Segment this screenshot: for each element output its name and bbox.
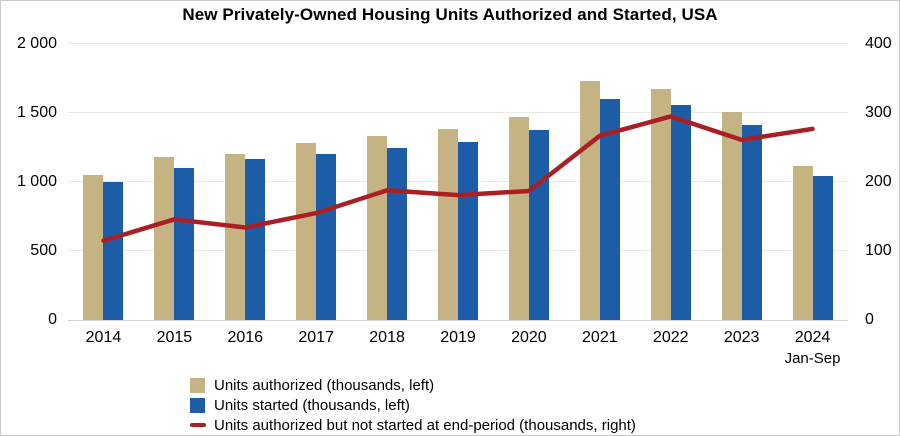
legend-item: Units authorized (thousands, left) bbox=[190, 375, 636, 395]
legend-swatch-line bbox=[190, 423, 206, 427]
left-axis-tick-label: 0 bbox=[48, 311, 57, 328]
x-axis-sublabel: Jan-Sep bbox=[784, 350, 841, 367]
line-path bbox=[101, 114, 815, 243]
chart-title: New Privately-Owned Housing Units Author… bbox=[182, 5, 718, 24]
x-axis-label-2015: 2015 bbox=[156, 329, 193, 346]
x-axis-label-2021: 2021 bbox=[582, 329, 618, 346]
bar-authorized-2018 bbox=[367, 136, 388, 320]
right-axis-tick-label: 100 bbox=[865, 242, 892, 259]
legend-label: Units started (thousands, left) bbox=[214, 396, 410, 414]
x-axis-label-2024: 2024 bbox=[794, 329, 831, 346]
gridline bbox=[68, 112, 848, 113]
bar-started-2024 bbox=[812, 176, 833, 320]
bar-authorized-2022 bbox=[650, 88, 671, 320]
x-axis-label-2016: 2016 bbox=[227, 329, 264, 346]
x-axis-label-2014: 2014 bbox=[85, 329, 122, 346]
left-axis-tick-label: 2 000 bbox=[16, 35, 57, 52]
gridline bbox=[68, 43, 848, 44]
legend-swatch-authorized bbox=[190, 377, 205, 393]
bar-started-2015 bbox=[174, 167, 195, 320]
plot-area bbox=[68, 43, 848, 321]
x-axis-label-2017: 2017 bbox=[298, 329, 334, 346]
x-axis-label-2023: 2023 bbox=[723, 329, 760, 346]
gridline bbox=[68, 320, 848, 321]
x-axis-label-2020: 2020 bbox=[511, 329, 547, 346]
right-axis-tick-label: 0 bbox=[865, 311, 874, 328]
left-axis-tick-label: 1 000 bbox=[16, 173, 57, 190]
right-axis-tick-label: 200 bbox=[865, 173, 892, 190]
bar-authorized-2015 bbox=[154, 157, 175, 320]
legend: Units authorized (thousands, left) Units … bbox=[190, 375, 636, 435]
bar-authorized-2020 bbox=[508, 117, 529, 320]
legend-swatch-started bbox=[190, 397, 205, 413]
legend-label: Units authorized (thousands, left) bbox=[214, 376, 435, 394]
bar-started-2016 bbox=[245, 158, 266, 320]
x-axis-label-2018: 2018 bbox=[369, 329, 405, 346]
bar-started-2019 bbox=[458, 141, 478, 320]
legend-label: Units authorized but not started at end-… bbox=[214, 416, 636, 434]
legend-item: Units authorized but not started at end-… bbox=[190, 415, 636, 435]
right-axis-tick-label: 300 bbox=[865, 104, 892, 121]
bar-authorized-2019 bbox=[438, 128, 458, 320]
left-axis-tick-label: 1 500 bbox=[16, 104, 57, 121]
bar-started-2023 bbox=[741, 124, 762, 320]
line-units-not-started bbox=[101, 114, 815, 243]
right-axis-tick-label: 400 bbox=[865, 35, 892, 52]
bar-started-2017 bbox=[316, 154, 337, 320]
x-axis-label-2019: 2019 bbox=[440, 329, 476, 346]
bar-started-2021 bbox=[599, 99, 620, 320]
bar-authorized-2023 bbox=[721, 112, 742, 320]
legend-item: Units started (thousands, left) bbox=[190, 395, 636, 415]
bar-started-2014 bbox=[103, 182, 124, 320]
left-axis-tick-label: 500 bbox=[30, 242, 57, 259]
bar-authorized-2014 bbox=[83, 175, 104, 320]
bar-authorized-2016 bbox=[225, 153, 246, 320]
bar-authorized-2017 bbox=[296, 143, 317, 320]
x-axis-label-2022: 2022 bbox=[652, 329, 689, 346]
bar-started-2022 bbox=[670, 105, 691, 320]
bar-authorized-2024 bbox=[792, 166, 813, 320]
